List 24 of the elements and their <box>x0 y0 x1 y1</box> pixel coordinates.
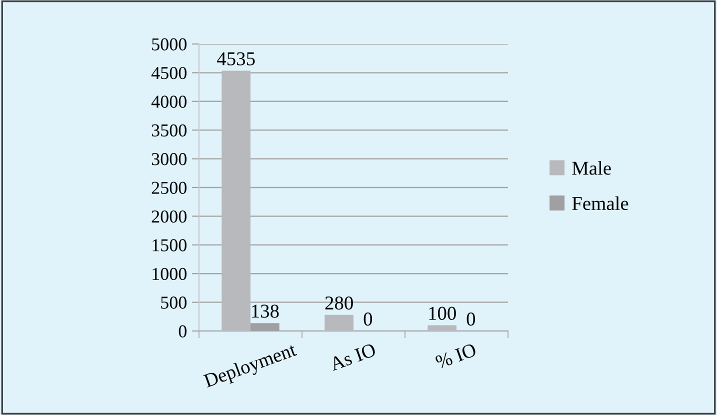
data-label: 100 <box>429 306 456 320</box>
y-tick-label: 2500 <box>152 182 187 194</box>
y-tick-label: 1000 <box>152 268 187 280</box>
y-tick-label: 3500 <box>152 124 187 137</box>
data-label: 0 <box>364 312 372 326</box>
y-tick-label: 4500 <box>151 66 187 80</box>
y-tick-label: 500 <box>161 296 187 309</box>
bar <box>324 314 354 331</box>
data-label: 4535 <box>217 52 255 66</box>
y-tick-label: 5000 <box>152 38 187 50</box>
y-tick-label: 3000 <box>152 153 187 166</box>
data-label: 0 <box>466 312 476 326</box>
y-tick-label: 1500 <box>152 239 187 252</box>
legend-label: Male <box>572 161 611 175</box>
bar <box>222 70 250 331</box>
bar <box>428 325 456 331</box>
data-label: 138 <box>252 304 279 318</box>
y-tick-label: 2000 <box>152 210 187 223</box>
y-tick-label: 0 <box>178 325 187 338</box>
x-tick-label: % IO <box>434 342 477 370</box>
x-tick-label: As IO <box>328 342 376 371</box>
legend-label: Female <box>572 196 628 210</box>
y-tick-label: 4000 <box>151 96 187 108</box>
data-label: 280 <box>325 296 353 310</box>
